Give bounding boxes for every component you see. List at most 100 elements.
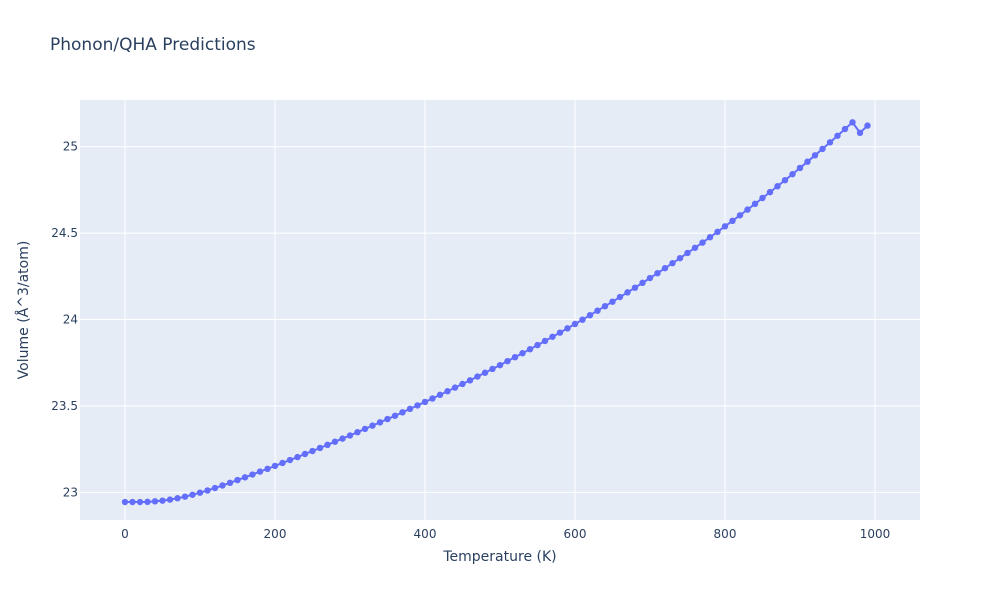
- data-point[interactable]: [436, 391, 444, 399]
- data-point[interactable]: [144, 498, 151, 506]
- data-point[interactable]: [864, 122, 871, 129]
- data-point[interactable]: [796, 164, 804, 172]
- data-point[interactable]: [159, 497, 166, 504]
- data-point[interactable]: [181, 493, 189, 500]
- data-point[interactable]: [624, 289, 631, 296]
- data-point[interactable]: [331, 438, 339, 445]
- data-point[interactable]: [631, 284, 639, 291]
- data-point[interactable]: [676, 254, 684, 262]
- data-point[interactable]: [526, 346, 534, 353]
- data-point[interactable]: [204, 487, 211, 494]
- data-point[interactable]: [616, 293, 624, 301]
- data-point[interactable]: [556, 329, 564, 336]
- data-point[interactable]: [849, 119, 856, 126]
- data-point[interactable]: [564, 325, 571, 332]
- data-point[interactable]: [789, 170, 796, 178]
- data-point[interactable]: [504, 357, 511, 365]
- data-point[interactable]: [841, 125, 849, 133]
- data-point[interactable]: [669, 259, 676, 267]
- data-point[interactable]: [639, 279, 646, 287]
- data-point[interactable]: [264, 465, 271, 473]
- data-point[interactable]: [541, 337, 549, 345]
- data-point[interactable]: [744, 206, 751, 213]
- data-point[interactable]: [399, 409, 406, 416]
- data-point[interactable]: [294, 453, 301, 461]
- data-point[interactable]: [856, 129, 864, 137]
- data-point[interactable]: [751, 200, 759, 208]
- data-point[interactable]: [489, 365, 496, 373]
- data-point[interactable]: [151, 498, 159, 505]
- data-point[interactable]: [189, 491, 196, 498]
- data-point[interactable]: [309, 447, 316, 455]
- data-point[interactable]: [466, 377, 474, 384]
- data-point[interactable]: [444, 388, 451, 395]
- data-point[interactable]: [736, 212, 744, 219]
- data-point[interactable]: [729, 217, 736, 225]
- data-point[interactable]: [594, 307, 601, 314]
- data-point[interactable]: [451, 384, 459, 391]
- data-point[interactable]: [346, 432, 354, 439]
- data-point[interactable]: [384, 415, 391, 423]
- data-point[interactable]: [601, 303, 609, 310]
- data-point[interactable]: [766, 188, 774, 196]
- data-point[interactable]: [316, 444, 324, 452]
- data-point[interactable]: [661, 264, 669, 272]
- data-point[interactable]: [249, 471, 256, 478]
- data-point[interactable]: [459, 380, 466, 388]
- data-point[interactable]: [699, 239, 706, 246]
- data-point[interactable]: [339, 435, 346, 442]
- data-point[interactable]: [391, 412, 399, 419]
- data-point[interactable]: [279, 459, 286, 467]
- data-point[interactable]: [534, 341, 541, 349]
- data-point[interactable]: [241, 474, 249, 481]
- data-point[interactable]: [211, 484, 219, 492]
- data-point[interactable]: [474, 373, 481, 380]
- data-point[interactable]: [609, 298, 616, 305]
- data-point[interactable]: [579, 316, 586, 323]
- data-point[interactable]: [414, 402, 421, 409]
- plot-area[interactable]: [80, 100, 920, 520]
- data-point[interactable]: [571, 320, 579, 328]
- data-point[interactable]: [324, 441, 331, 449]
- data-point[interactable]: [166, 496, 174, 503]
- data-point[interactable]: [519, 350, 526, 357]
- data-point[interactable]: [354, 429, 361, 436]
- data-point[interactable]: [219, 482, 226, 489]
- data-point[interactable]: [421, 398, 429, 406]
- data-point[interactable]: [804, 158, 811, 165]
- data-point[interactable]: [834, 132, 841, 139]
- data-point[interactable]: [706, 234, 714, 241]
- data-point[interactable]: [774, 183, 781, 190]
- data-point[interactable]: [819, 145, 826, 153]
- data-point[interactable]: [129, 498, 136, 506]
- data-point[interactable]: [759, 194, 766, 202]
- data-point[interactable]: [721, 223, 729, 230]
- data-point[interactable]: [174, 495, 181, 502]
- data-point[interactable]: [646, 274, 654, 282]
- data-point[interactable]: [586, 311, 594, 319]
- data-point[interactable]: [226, 479, 234, 487]
- data-point[interactable]: [684, 249, 691, 257]
- data-point[interactable]: [714, 228, 721, 236]
- data-point[interactable]: [271, 462, 279, 470]
- data-point[interactable]: [826, 139, 834, 146]
- data-point[interactable]: [286, 456, 294, 464]
- data-point[interactable]: [781, 177, 789, 184]
- data-point[interactable]: [121, 498, 129, 506]
- data-point[interactable]: [549, 333, 556, 340]
- data-point[interactable]: [369, 422, 376, 429]
- data-point[interactable]: [654, 269, 661, 277]
- data-point[interactable]: [511, 353, 519, 361]
- data-point[interactable]: [256, 468, 264, 475]
- data-point[interactable]: [429, 395, 436, 402]
- data-point[interactable]: [361, 425, 369, 433]
- data-point[interactable]: [481, 369, 489, 376]
- data-point[interactable]: [301, 450, 309, 458]
- data-point[interactable]: [196, 489, 204, 496]
- data-point[interactable]: [136, 498, 144, 506]
- data-point[interactable]: [691, 244, 699, 251]
- data-point[interactable]: [406, 405, 414, 413]
- data-point[interactable]: [811, 152, 819, 159]
- data-point[interactable]: [376, 419, 384, 426]
- data-point[interactable]: [234, 476, 241, 484]
